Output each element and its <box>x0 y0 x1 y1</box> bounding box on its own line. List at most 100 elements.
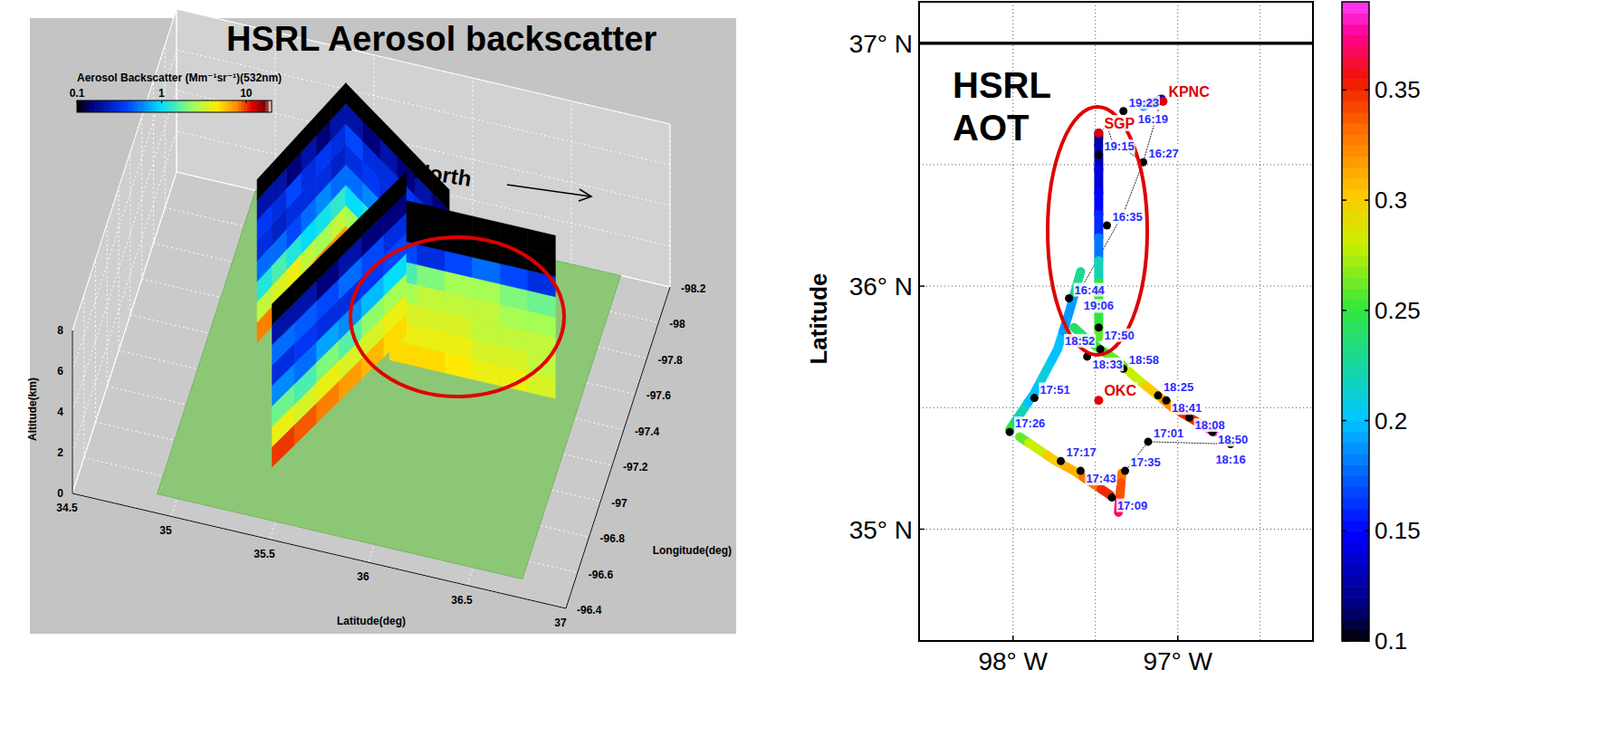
tick-label: -96.6 <box>588 568 614 582</box>
curtain <box>257 83 346 344</box>
colorbar-step <box>1341 421 1370 433</box>
station-marker <box>1093 395 1103 405</box>
label-patch <box>1130 455 1162 470</box>
colorbar-step <box>1341 541 1370 554</box>
colorbar-step <box>1341 630 1370 642</box>
colorbar-step <box>1341 1 1370 14</box>
time-label: 19:15 <box>1103 139 1134 154</box>
colorbar-step <box>1341 233 1370 246</box>
tick-label: 6 <box>57 364 64 378</box>
tick-label: 36 <box>356 570 370 584</box>
axis-title: Latitude(deg) <box>336 614 406 628</box>
grid-line <box>919 407 1313 409</box>
colorbar-step <box>1341 167 1370 180</box>
tick <box>1364 640 1370 642</box>
label-patch <box>1092 357 1124 372</box>
time-marker <box>1076 467 1085 476</box>
colorbar-step <box>1341 89 1370 102</box>
arrow-head <box>578 189 592 202</box>
colorbar-step <box>1341 287 1370 300</box>
tick-label: 0.2 <box>1374 407 1408 435</box>
colorbar-step <box>1341 553 1370 566</box>
tick <box>161 100 163 104</box>
flight-path <box>1075 98 1162 298</box>
axis-title: Longitude(deg) <box>652 544 732 557</box>
label-patch <box>1073 282 1106 297</box>
time-marker <box>1119 106 1128 115</box>
tick <box>76 100 78 104</box>
tick-label: 36.5 <box>450 594 473 607</box>
tick-label: 37 <box>554 616 567 630</box>
colorbar-step <box>1341 508 1370 521</box>
tick-label: 97° W <box>1142 647 1213 676</box>
tick-label: 36° N <box>849 272 913 301</box>
time-label: 19:06 <box>1083 298 1114 313</box>
time-label: 17:50 <box>1103 328 1134 343</box>
tick-label: 10 <box>239 86 253 100</box>
label-patch <box>1038 383 1071 397</box>
label-patch <box>1014 416 1046 431</box>
label-patch <box>1065 445 1098 460</box>
tick-label: -97.6 <box>646 389 672 403</box>
colorbar-step <box>1341 23 1370 36</box>
time-marker <box>1094 151 1103 160</box>
colorbar-step <box>1341 519 1370 532</box>
tick-label: 8 <box>57 324 64 337</box>
highlight-ellipse <box>350 237 565 397</box>
colorbar-step <box>1341 200 1370 212</box>
time-label: 17:17 <box>1066 445 1097 460</box>
time-label: 18:08 <box>1195 418 1226 432</box>
annotation: North <box>411 157 473 192</box>
tick-label: -97 <box>611 497 628 510</box>
time-label: 17:51 <box>1039 383 1070 397</box>
backscatter-cell <box>316 238 340 281</box>
colorbar-step <box>1341 255 1370 268</box>
tick-label: 4 <box>57 405 64 419</box>
colorbar-step <box>1341 12 1370 25</box>
time-marker <box>1107 493 1116 502</box>
tick-label: 34.5 <box>56 501 78 515</box>
aot-track <box>1046 455 1065 467</box>
backscatter-cell <box>272 282 296 326</box>
colorbar-step <box>1341 299 1370 312</box>
tick <box>1364 420 1370 422</box>
colorbar-step <box>1341 134 1370 146</box>
tick <box>1364 309 1370 312</box>
grid-line <box>95 258 96 422</box>
time-marker <box>1102 220 1112 230</box>
backscatter-cell <box>316 99 331 136</box>
colorbar-step <box>1341 210 1370 223</box>
colorbar-step <box>1341 464 1370 477</box>
grid-line <box>670 124 671 288</box>
grid-line <box>1259 1 1261 642</box>
backscatter-cell <box>397 136 415 175</box>
colorbar-step <box>1341 498 1370 510</box>
colorbar-step <box>1341 475 1370 488</box>
time-label: 16:27 <box>1149 146 1179 161</box>
colorbar-step <box>1341 387 1370 400</box>
tick-label: -97.8 <box>657 354 683 367</box>
highlight-ellipse <box>1047 106 1148 355</box>
backscatter-cell <box>301 114 317 152</box>
colorbar-step <box>1341 144 1370 157</box>
tick <box>919 42 925 45</box>
colorbar-step <box>1341 46 1370 58</box>
label-patch <box>1167 83 1210 100</box>
tick <box>1341 89 1347 92</box>
label-patch <box>1111 210 1143 224</box>
backscatter-cell <box>527 229 556 257</box>
time-label: 17:35 <box>1130 455 1161 470</box>
colorbar-label: Aerosol Backscatter (Mm⁻¹sr⁻¹)(532nm) <box>76 71 282 85</box>
backscatter-cell <box>331 83 346 120</box>
map-background <box>919 1 1313 642</box>
colorbar-step <box>1341 487 1370 499</box>
colorbar-step <box>1341 585 1370 598</box>
tick-label: 0.3 <box>1374 186 1408 214</box>
colorbar-step <box>1341 354 1370 367</box>
grid-line <box>106 223 108 387</box>
colorbar-step <box>1341 266 1370 278</box>
tick-label: -98 <box>669 317 686 331</box>
tick-label: 35.5 <box>253 547 276 561</box>
colorbar-step <box>1341 178 1370 191</box>
colorbar-frame <box>76 100 272 113</box>
